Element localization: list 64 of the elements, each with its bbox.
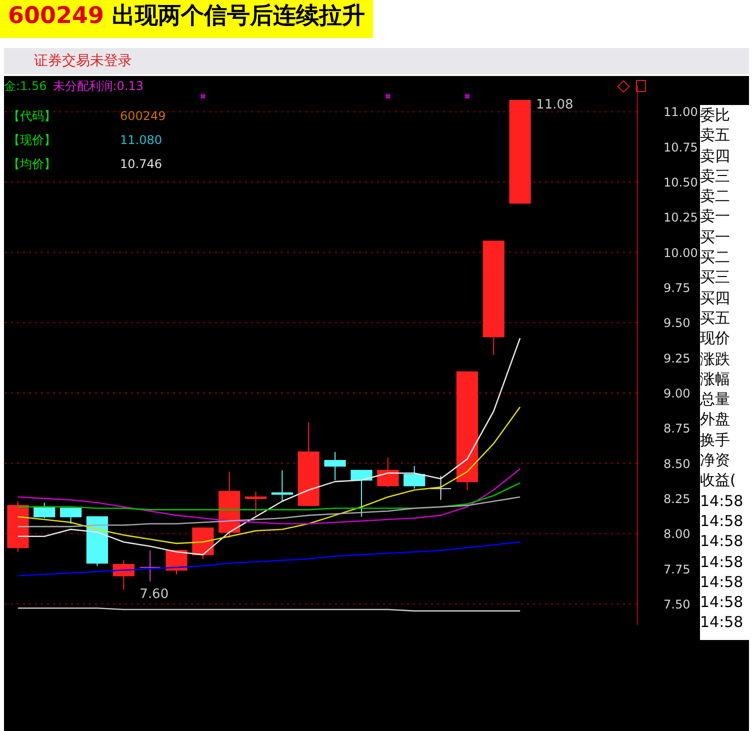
text: 卖三	[700, 166, 731, 186]
line-series	[17, 406, 521, 544]
text: 14:58	[700, 531, 744, 552]
chart-title: 600249 出现两个信号后连续拉升	[0, 0, 374, 38]
text: 买三	[700, 267, 731, 288]
text: 卖一	[700, 206, 731, 227]
text: 14:58	[700, 490, 744, 511]
text: 买五	[700, 308, 731, 328]
text: 收益(	[700, 470, 737, 491]
annotation: 金:1.56	[4, 79, 47, 93]
text: 买一	[700, 226, 731, 248]
candlestick	[430, 475, 452, 500]
y-tick-label: 9.75	[664, 281, 690, 295]
y-tick-label: 9.50	[664, 316, 690, 330]
text: 卖二	[700, 186, 731, 206]
line-series	[17, 541, 521, 576]
annotation: 【均价】	[8, 156, 57, 173]
text: 14:58	[700, 612, 744, 633]
annotation: 【代码】	[8, 108, 57, 125]
text: 净资	[700, 450, 731, 470]
text: 换手	[700, 430, 731, 450]
text: 委比	[700, 105, 731, 126]
candlestick	[324, 452, 346, 481]
text: 11.08	[536, 97, 574, 112]
candlestick	[377, 457, 399, 488]
text: 涨幅	[700, 368, 731, 390]
candlestick	[60, 508, 82, 524]
y-tick-label: 10.25	[664, 210, 698, 225]
text: 14:58	[700, 572, 744, 592]
line-series	[17, 468, 521, 524]
line-series	[17, 496, 521, 528]
annotation: 7.60	[140, 586, 169, 602]
annotation: 10.746	[120, 157, 162, 171]
text: 现价	[700, 328, 731, 349]
y-tick-label: 9.25	[664, 351, 690, 366]
y-tick-label: 10.75	[664, 140, 698, 154]
text: 买四	[700, 288, 731, 308]
y-tick-label: 8.00	[664, 527, 690, 542]
annotation: 【现价】	[8, 132, 57, 149]
text: 买二	[700, 247, 731, 268]
y-tick-label: 7.75	[664, 562, 690, 576]
text: 总量	[700, 389, 731, 410]
annotation: 600249	[120, 109, 166, 123]
y-tick-label: 8.75	[664, 422, 690, 436]
text: 卖五	[700, 125, 731, 146]
candlestick	[404, 466, 426, 490]
annotation: 11.080	[120, 133, 162, 147]
y-tick-label: 8.50	[664, 456, 690, 471]
y-tick-label: 10.50	[664, 176, 698, 190]
text: 证券交易未登录	[4, 48, 749, 74]
text: 涨跌	[700, 348, 731, 369]
candlestick	[139, 550, 161, 582]
candlestick	[244, 490, 267, 516]
text: 卖四	[700, 146, 731, 166]
y-tick-label: 10.00	[664, 246, 698, 260]
text: 14:58	[700, 592, 744, 612]
y-tick-label: 11.00	[664, 105, 698, 120]
text: 14:58	[700, 510, 744, 532]
text: 14:58	[700, 552, 744, 572]
y-tick-label: 9.00	[664, 386, 690, 400]
annotation: 未分配利润:0.13	[52, 79, 144, 93]
y-tick-label: 7.50	[664, 597, 690, 612]
y-tick-label: 8.25	[664, 492, 690, 506]
text: 外盘	[700, 409, 731, 430]
